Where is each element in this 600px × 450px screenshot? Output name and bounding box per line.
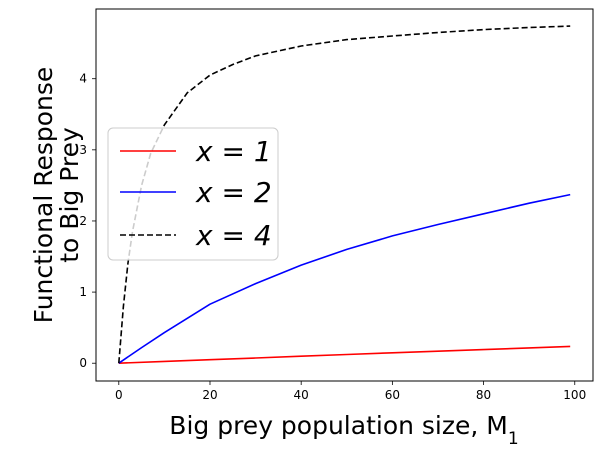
legend-label-x1: x = 1	[195, 135, 272, 168]
y-axis-title: Functional Response to Big Prey	[29, 67, 84, 324]
y-tick-label: 3	[79, 143, 87, 157]
series-line-x2	[118, 193, 571, 364]
legend-label-x2: x = 2	[195, 176, 272, 209]
x-tick-label: 100	[563, 388, 586, 402]
legend-box	[107, 127, 279, 261]
y-tick-label: 4	[79, 72, 87, 86]
legend-label-x4: x = 4	[195, 219, 272, 252]
x-tick-label: 80	[476, 388, 491, 402]
y-axis-title-line1: Functional Response	[29, 67, 58, 324]
y-tick-label: 1	[79, 285, 87, 299]
x-axis-ticks: 0 20 40 60 80 100	[115, 381, 586, 402]
y-tick-label: 2	[79, 214, 87, 228]
x-axis-title: Big prey population size, M1	[169, 411, 518, 449]
plot-frame	[95, 8, 594, 382]
x-tick-label: 20	[202, 388, 217, 402]
y-axis-ticks: 0 1 2 3 4	[79, 72, 96, 370]
x-tick-label: 60	[385, 388, 400, 402]
x-tick-label: 40	[294, 388, 309, 402]
series-line-x1	[118, 345, 571, 364]
x-axis-title-subscript: 1	[508, 429, 519, 449]
legend: x = 1 x = 2 x = 4	[107, 127, 279, 261]
x-tick-label: 0	[115, 388, 123, 402]
y-tick-label: 0	[79, 356, 87, 370]
y-axis-title-line2: to Big Prey	[55, 127, 84, 263]
